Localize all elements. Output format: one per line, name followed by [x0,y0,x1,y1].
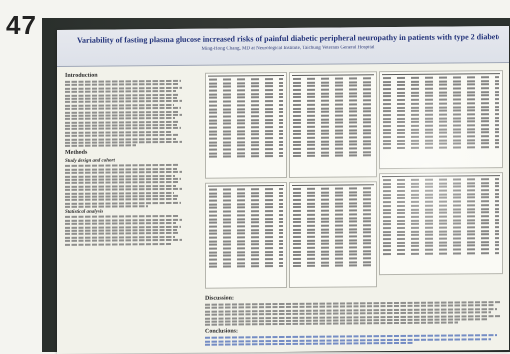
research-poster: Variability of fasting plasma glucose in… [57,26,509,354]
discussion-panel: Discussion: Conclusions: [205,290,503,349]
poster-title: Variability of fasting plasma glucose in… [77,32,499,45]
poster-header: Variability of fasting plasma glucose in… [57,26,509,67]
poster-author: Ming-Hong Chang, MD at Neurological Inst… [201,45,375,52]
methods-text [65,164,183,209]
table-3 [205,181,287,289]
conclusion-text [205,334,503,346]
table-6 [379,172,503,276]
discussion-text [205,301,503,327]
introduction-text [65,79,183,148]
statistics-text [65,215,183,246]
table-5 [379,70,503,170]
statistical-analysis-heading: Statistical analysis [65,209,104,216]
right-column [379,70,503,276]
table-1 [205,71,287,179]
poster-number: 47 [6,10,37,40]
left-column: Introduction [65,69,183,348]
introduction-heading: Introduction [65,72,98,79]
table-4 [289,181,377,288]
tables-column [205,71,377,292]
table-2 [289,71,377,178]
methods-heading: Methods [65,150,88,157]
study-design-heading: Study design and cohort [65,158,115,164]
